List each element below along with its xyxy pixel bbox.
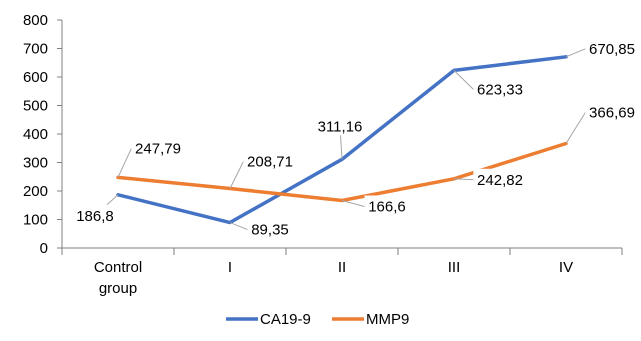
data-label-bg — [131, 137, 185, 158]
x-tick-label: II — [338, 259, 346, 276]
data-label-bg — [585, 37, 639, 58]
data-label-leader — [565, 112, 586, 144]
x-tick-label: III — [448, 259, 461, 276]
y-tick-label: 0 — [40, 240, 48, 257]
y-tick-label: 800 — [23, 12, 48, 29]
data-label-leader — [229, 161, 244, 189]
data-labels: 186,8 89,35 311,16 623,33 670,85 247,79 208,71… — [72, 37, 639, 239]
data-label-bg — [473, 78, 527, 99]
data-label-leader — [229, 222, 248, 230]
x-tick-label: Control group — [94, 259, 142, 297]
data-label-bg — [72, 204, 118, 225]
y-tick-label: 700 — [23, 41, 48, 58]
y-tick-label: 500 — [23, 98, 48, 115]
data-label: 242,82 — [477, 172, 523, 189]
data-label: 623,33 — [477, 81, 523, 98]
x-tick-label: I — [228, 259, 232, 276]
legend-entry: CA19-9 — [260, 311, 311, 328]
data-label-bg — [243, 150, 297, 171]
y-tick-label: 600 — [23, 69, 48, 86]
data-label: 166,6 — [368, 199, 406, 216]
data-label-leader — [341, 200, 365, 208]
y-tick-label: 300 — [23, 155, 48, 172]
data-label-leader — [117, 148, 132, 178]
data-label-leader — [453, 178, 474, 181]
data-label-bg — [247, 218, 293, 239]
data-label: 89,35 — [251, 222, 289, 239]
data-label-leader — [565, 48, 586, 58]
data-label-leader — [453, 69, 474, 90]
data-label: 366,69 — [589, 104, 635, 121]
y-tick-label: 200 — [23, 183, 48, 200]
data-label-bg — [364, 195, 410, 216]
y-tick-label: 400 — [23, 126, 48, 143]
data-label: 311,16 — [318, 118, 363, 135]
data-label: 208,71 — [247, 154, 293, 171]
legend: CA19-9 MMP9 — [226, 311, 409, 328]
data-label: 186,8 — [76, 208, 114, 225]
data-label-bg — [473, 168, 527, 189]
y-tick-label: 100 — [23, 212, 48, 229]
data-label: 670,85 — [589, 41, 635, 58]
legend-entry: MMP9 — [366, 311, 409, 328]
data-label-bg — [585, 101, 639, 122]
x-tick-label: IV — [559, 259, 573, 276]
data-label: 247,79 — [135, 140, 181, 157]
data-label-bg — [313, 115, 367, 136]
